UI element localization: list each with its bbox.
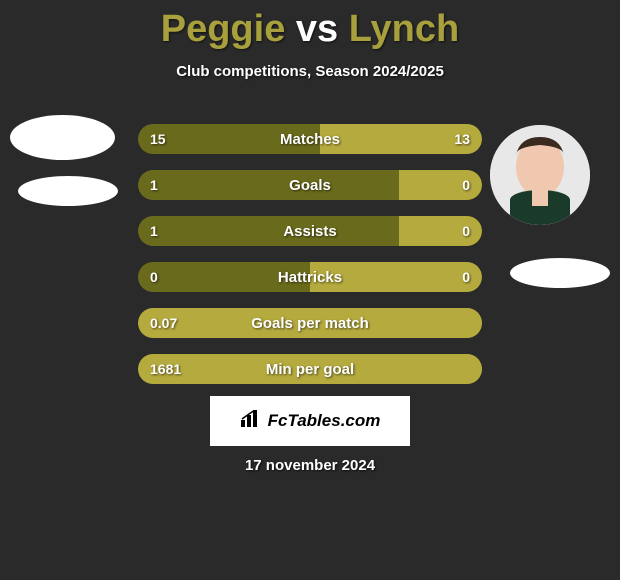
player1-badge (18, 176, 118, 206)
stat-label: Min per goal (138, 354, 482, 384)
stat-label: Goals per match (138, 308, 482, 338)
stat-bars: 15Matches131Goals01Assists00Hattricks00.… (138, 124, 482, 400)
vs-text: vs (296, 8, 338, 50)
stat-label: Matches (138, 124, 482, 154)
player2-name: Lynch (349, 8, 460, 50)
player2-face-icon (490, 125, 590, 225)
stat-label: Assists (138, 216, 482, 246)
player2-badge (510, 258, 610, 288)
subtitle: Club competitions, Season 2024/2025 (0, 63, 620, 80)
stat-row: 0.07Goals per match (138, 308, 482, 338)
stat-row: 1Goals0 (138, 170, 482, 200)
player1-avatar (10, 115, 115, 160)
stat-row: 1681Min per goal (138, 354, 482, 384)
stat-row: 0Hattricks0 (138, 262, 482, 292)
stat-value-right: 0 (462, 262, 470, 292)
fctables-logo[interactable]: FcTables.com (210, 396, 410, 446)
stat-value-right: 0 (462, 216, 470, 246)
stat-label: Hattricks (138, 262, 482, 292)
logo-text: FcTables.com (268, 411, 381, 431)
chart-icon (240, 410, 262, 433)
date-text: 17 november 2024 (0, 457, 620, 474)
stat-row: 1Assists0 (138, 216, 482, 246)
player2-avatar (490, 125, 590, 225)
player1-name: Peggie (161, 8, 286, 50)
stat-label: Goals (138, 170, 482, 200)
stat-value-right: 0 (462, 170, 470, 200)
stat-row: 15Matches13 (138, 124, 482, 154)
comparison-title: Peggie vs Lynch (0, 0, 620, 51)
stat-value-right: 13 (454, 124, 470, 154)
